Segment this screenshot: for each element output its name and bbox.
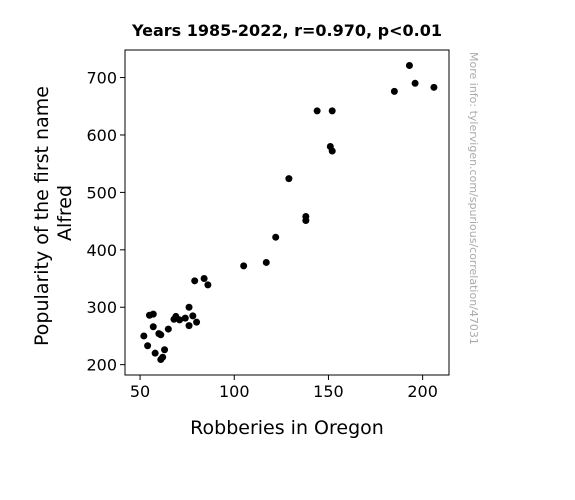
x-axis-label: Robberies in Oregon [190,417,384,439]
data-point [411,79,419,87]
svg-text:Popularity of the first name: Popularity of the first name Alfred [31,80,76,346]
data-point [185,322,193,330]
data-point [193,318,201,326]
y-axis-label-line-2: Alfred [54,185,76,241]
x-tick-label: 100 [219,382,250,401]
y-axis-label: Popularity of the first name Alfred [31,80,76,346]
data-point [185,303,193,311]
y-axis-label-line-1: Popularity of the first name [31,86,53,346]
data-point [191,277,199,285]
data-point [159,353,167,361]
y-tick-label: 200 [86,356,117,375]
y-tick-label: 500 [86,183,117,202]
y-tick-label: 600 [86,126,117,145]
data-point [164,325,172,333]
data-point [328,107,336,115]
data-point [262,258,270,266]
data-point [390,87,398,95]
x-tick-label: 150 [313,382,344,401]
data-point [181,314,189,322]
y-tick-label: 400 [86,241,117,260]
data-point [328,147,336,155]
plot-frame [124,49,450,376]
data-point [200,275,208,283]
chart-title: Years 1985-2022, r=0.970, p<0.01 [131,21,442,40]
data-point [204,281,212,289]
y-tick-label: 300 [86,298,117,317]
data-point [240,262,248,270]
data-point [189,312,197,320]
data-point [272,233,280,241]
data-point [140,332,148,340]
x-tick-label: 50 [130,382,150,401]
y-tick-label: 700 [86,69,117,88]
data-point [161,346,169,354]
data-point [151,349,159,357]
data-point [149,323,157,331]
x-tick-label: 200 [407,382,438,401]
data-point [176,316,184,324]
watermark-text: More info: tylervigen.com/spurious/corre… [467,52,480,345]
data-point [149,310,157,318]
data-point [405,62,413,70]
data-point [430,83,438,91]
data-point [302,213,310,221]
data-point [144,342,152,350]
data-point [157,331,165,339]
data-point [313,107,321,115]
data-point [285,175,293,183]
